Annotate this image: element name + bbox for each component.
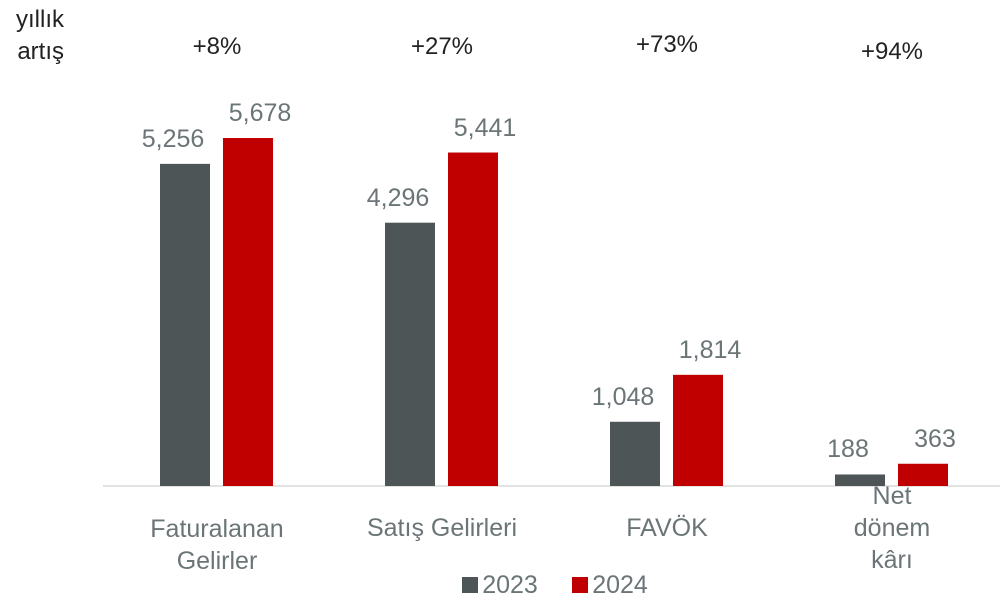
bar	[448, 152, 498, 486]
value-label: 1,814	[678, 335, 742, 364]
bar	[160, 163, 210, 486]
value-label: 188	[827, 435, 869, 464]
value-label: 5,678	[228, 99, 292, 127]
bar	[835, 474, 885, 486]
legend-swatch	[462, 577, 478, 593]
value-label: 4,296	[366, 183, 430, 212]
bar	[385, 222, 435, 486]
annotation: +73%	[635, 31, 699, 58]
x-tick-label: Net dönem kârı	[853, 482, 931, 574]
legend-label: 2023	[482, 571, 538, 599]
x-tick-label: Faturalanan Gelirler	[150, 515, 284, 575]
annotation-title: yıllık artış	[16, 6, 64, 65]
legend-label: 2024	[592, 571, 648, 599]
legend-swatch	[572, 577, 588, 593]
annotation: +8%	[192, 33, 242, 60]
bar	[223, 138, 273, 486]
bar	[898, 463, 948, 486]
bar	[673, 374, 723, 486]
x-tick-label: FAVÖK	[626, 514, 708, 542]
value-label: 5,441	[453, 113, 517, 142]
x-tick-label: Satış Gelirleri	[366, 514, 518, 542]
bar	[610, 421, 660, 486]
annotation: +27%	[410, 33, 474, 60]
value-label: 363	[914, 424, 956, 453]
value-label: 1,048	[591, 382, 655, 411]
value-label: 5,256	[141, 124, 205, 153]
annotation: +94%	[860, 38, 924, 65]
